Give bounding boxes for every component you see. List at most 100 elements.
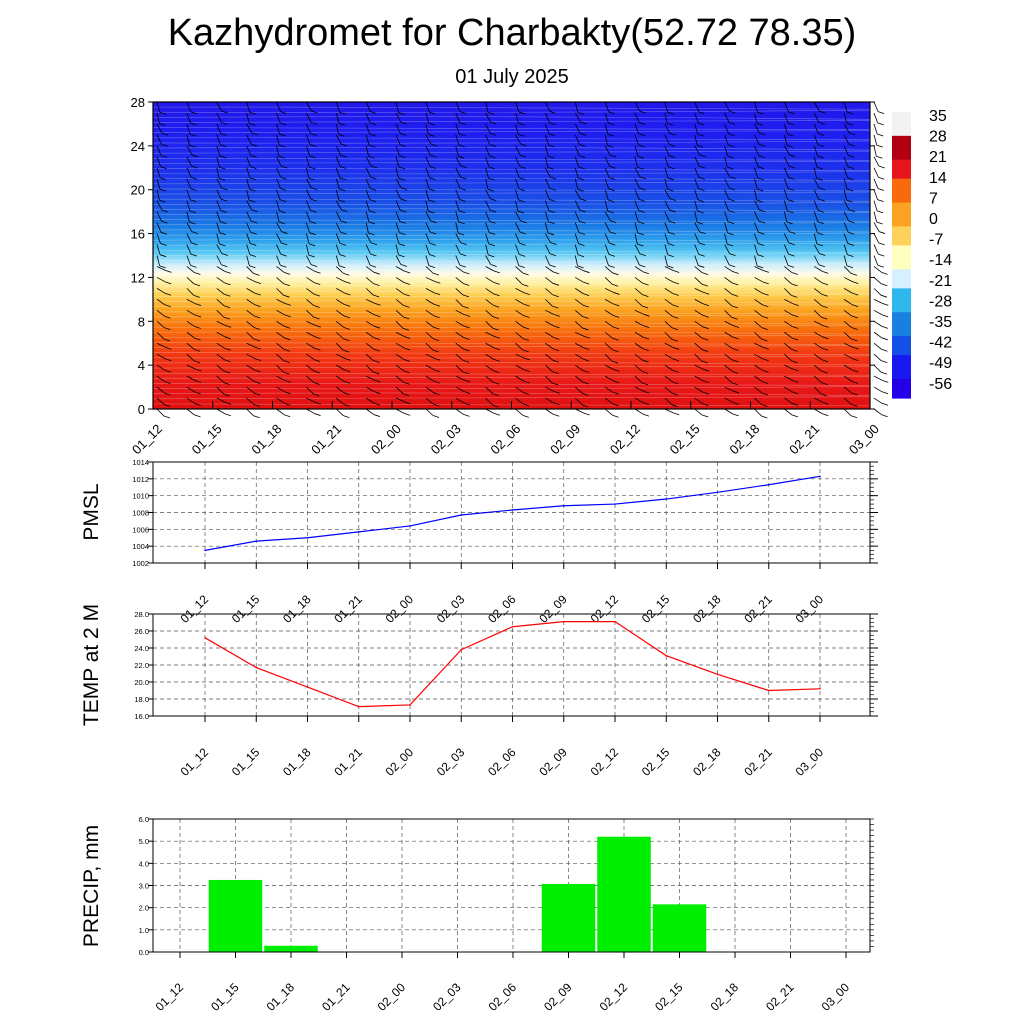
wind-barb-feather	[548, 155, 555, 159]
wind-barb	[336, 277, 345, 282]
wind-barb-feather	[433, 380, 440, 384]
wind-barb-feather	[701, 283, 708, 287]
wind-barb-feather	[313, 393, 320, 397]
colorbar-swatch	[892, 202, 911, 208]
data-point	[562, 504, 565, 507]
y-tick-label: 22.0	[134, 661, 149, 670]
y-axis-label: PMSL	[80, 483, 103, 540]
wind-barb	[575, 299, 584, 306]
wind-barb-feather	[193, 294, 200, 298]
wind-barb	[545, 331, 554, 338]
wind-barb	[634, 331, 644, 338]
wind-barb	[515, 408, 524, 416]
wind-barb	[604, 309, 614, 316]
wind-barb	[246, 375, 255, 382]
wind-barb-feather	[519, 231, 527, 235]
wind-barb-feather	[460, 253, 467, 257]
wind-barb-feather	[583, 412, 590, 416]
wind-barb	[604, 342, 613, 351]
wind-barb	[156, 134, 162, 145]
wind-barb	[276, 211, 280, 223]
wind-barb-feather	[165, 358, 172, 362]
wind-barb-feather	[638, 221, 645, 225]
wind-barb-feather	[459, 111, 467, 114]
wind-barb	[395, 189, 401, 200]
wind-barb	[843, 364, 853, 371]
wind-barb-feather	[761, 327, 768, 331]
wind-barb	[395, 244, 399, 256]
contour-line	[152, 147, 871, 151]
wind-barb-feather	[702, 380, 710, 384]
wind-barb-feather	[609, 165, 616, 169]
wind-barb	[246, 331, 254, 340]
wind-barb	[246, 189, 250, 201]
wind-barb	[784, 397, 793, 404]
wind-barb-feather	[343, 403, 350, 407]
wind-barb	[873, 298, 883, 304]
wind-barb-feather	[248, 199, 256, 203]
wind-barb-feather	[818, 210, 825, 213]
wind-barb-feather	[643, 390, 650, 394]
colorbar-swatch	[892, 159, 911, 166]
wind-barb-feather	[609, 231, 616, 235]
wind-barb-feather	[519, 242, 526, 246]
wind-barb-feather	[402, 393, 410, 397]
wind-barb	[305, 167, 310, 179]
wind-barb	[276, 178, 281, 189]
wind-barb	[724, 408, 733, 415]
wind-barb-feather	[549, 187, 556, 191]
wind-barb-feather	[311, 110, 318, 114]
wind-barb	[843, 375, 853, 382]
wind-barb-feather	[191, 165, 198, 169]
wind-barb	[336, 299, 345, 305]
wind-barb	[694, 255, 699, 266]
wind-barb-feather	[433, 403, 440, 407]
wind-barb-feather	[880, 294, 888, 298]
wind-barb	[455, 320, 465, 327]
colorbar-swatch	[892, 207, 911, 213]
wind-barb-feather	[523, 369, 530, 372]
wind-barb	[544, 134, 549, 146]
wind-barb	[873, 123, 878, 135]
wind-barb	[664, 266, 674, 271]
wind-barb-feather	[161, 143, 168, 147]
wind-barb	[306, 375, 314, 383]
wind-barb	[575, 266, 584, 272]
wind-barb	[156, 211, 162, 222]
wind-barb-feather	[518, 122, 525, 126]
data-point	[460, 648, 463, 651]
wind-barb	[455, 364, 464, 373]
wind-barb	[575, 364, 584, 371]
wind-barb-feather	[818, 264, 826, 268]
wind-barb-feather	[369, 264, 377, 268]
wind-barb-feather	[493, 370, 500, 374]
wind-barb	[365, 397, 375, 404]
wind-barb	[724, 364, 733, 372]
wind-barb-feather	[762, 369, 769, 373]
wind-barb-feather	[429, 166, 437, 169]
wind-barb	[276, 353, 284, 361]
wind-barb	[754, 244, 758, 255]
wind-barb	[365, 408, 375, 415]
wind-barb	[305, 222, 310, 233]
wind-barb-feather	[490, 198, 497, 202]
wind-barb-feather	[519, 165, 526, 169]
wind-barb-feather	[459, 122, 466, 126]
wind-barb-feather	[727, 221, 735, 225]
contour-line	[152, 304, 871, 307]
wind-barb-feather	[522, 272, 529, 276]
wind-barb-feather	[279, 221, 286, 225]
wind-barb	[604, 375, 614, 382]
wind-barb-feather	[314, 359, 321, 362]
wind-barb	[664, 156, 669, 167]
wind-barb	[216, 266, 225, 272]
wind-barb	[365, 156, 372, 167]
wind-barb	[813, 189, 819, 200]
wind-barb	[664, 145, 670, 156]
wind-barb-feather	[458, 155, 465, 159]
colorbar-swatch	[892, 145, 911, 151]
y-tick-label: 28	[131, 95, 145, 110]
wind-barb-feather	[643, 313, 650, 317]
y-tick-label: 28.0	[134, 610, 149, 619]
wind-barb	[754, 364, 763, 371]
